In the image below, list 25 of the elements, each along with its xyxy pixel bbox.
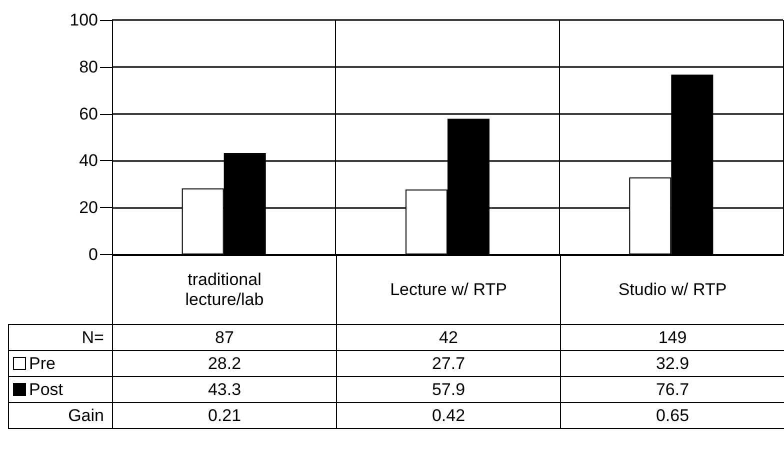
data-label: 43.3 <box>112 376 336 402</box>
x-tick-label: Studio w/ RTP <box>560 256 784 324</box>
y-tick-label: 80 <box>79 57 98 76</box>
y-tick-label: 20 <box>79 198 98 218</box>
text: 87 <box>112 324 336 350</box>
text: N= <box>8 324 112 350</box>
y-tick-label: 60 <box>79 104 98 124</box>
text: 0.42 <box>336 402 560 428</box>
x-tick-label: Lecture w/ RTP <box>336 256 560 324</box>
y-tick-label: 100 <box>70 10 98 30</box>
data-label: 32.9 <box>560 350 784 376</box>
text: 0.65 <box>560 402 784 428</box>
text: 0.21 <box>112 402 336 428</box>
data-label: 27.7 <box>336 350 560 376</box>
data-label: 28.2 <box>112 350 336 376</box>
text: Gain <box>8 402 112 428</box>
text: 149 <box>560 324 784 350</box>
text: 42 <box>336 324 560 350</box>
data-label: 76.7 <box>560 376 784 402</box>
data-label: 57.9 <box>336 376 560 402</box>
y-tick-label: 0 <box>88 245 98 264</box>
legend-label: Pre <box>8 350 112 376</box>
y-tick-label: 40 <box>79 151 98 170</box>
legend-label: Post <box>8 376 112 402</box>
x-tick-label: traditional lecture/lab <box>112 256 336 324</box>
